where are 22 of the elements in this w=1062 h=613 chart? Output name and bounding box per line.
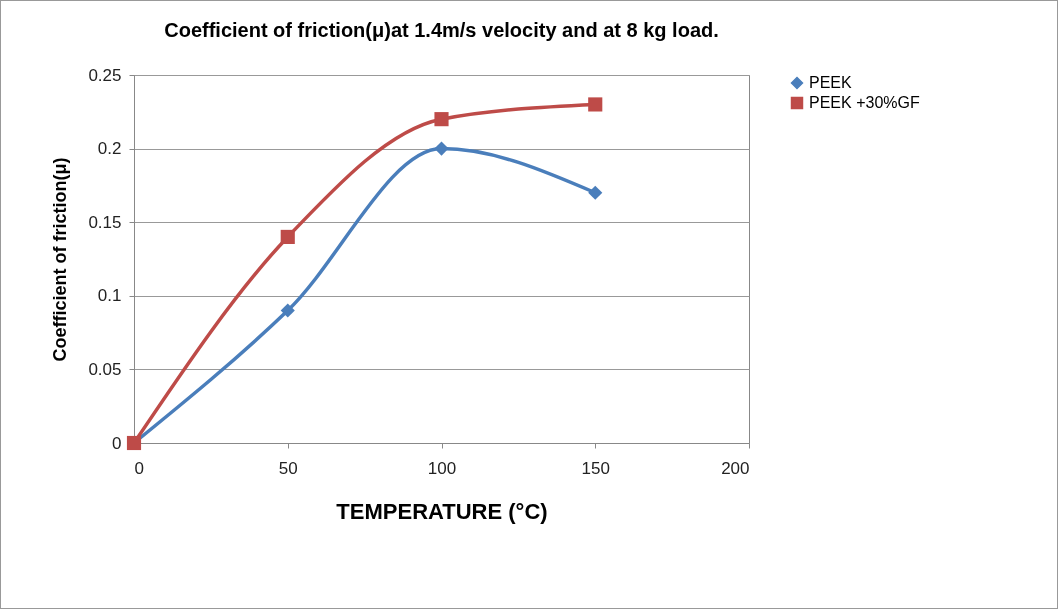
x-tick-label: 200	[721, 458, 750, 478]
y-tick-label: 0.05	[88, 359, 122, 379]
x-tick-label: 50	[278, 458, 298, 478]
legend-label: PEEK	[809, 74, 853, 91]
x-tick-label: 100	[427, 458, 457, 478]
y-axis-title: Coefficient of friction(μ)	[50, 157, 71, 362]
y-tick-label: 0.15	[88, 212, 122, 232]
legend-label: PEEK +30%GF	[809, 94, 920, 111]
point	[280, 229, 295, 244]
point	[434, 141, 449, 156]
y-tick-label: 0.2	[97, 139, 122, 159]
y-tick-label: 0.1	[97, 286, 122, 306]
y-tick-label: 0	[112, 433, 122, 453]
point	[588, 185, 603, 200]
point	[588, 97, 603, 112]
point	[280, 303, 295, 318]
point	[434, 112, 449, 127]
x-tick-label: 0	[134, 458, 144, 478]
y-tick-label: 0.25	[88, 65, 122, 85]
chart-title: Coefficient of friction(μ)at 1.4m/s velocity and at 8 kg load.	[164, 19, 719, 41]
x-axis-title: TEMPERATURE (°C)	[336, 498, 548, 524]
x-tick-label: 150	[581, 458, 610, 478]
